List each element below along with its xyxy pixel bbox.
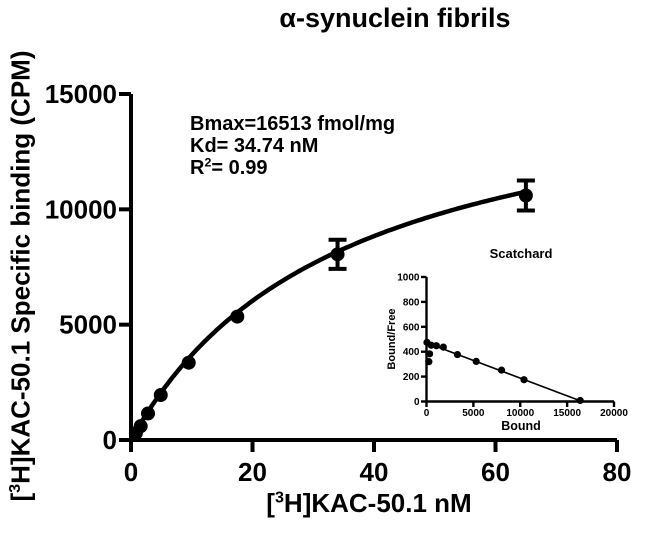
- inset-y-tick-label: 1000: [397, 273, 420, 284]
- inset-y-tick-label: 600: [403, 322, 420, 333]
- inset-data-point: [425, 358, 433, 366]
- data-point: [133, 419, 148, 434]
- r-squared-superscript: 2: [204, 155, 212, 170]
- data-point: [518, 188, 533, 203]
- x-tick-label: 80: [603, 457, 632, 487]
- inset-x-tick-label: 20000: [600, 408, 628, 419]
- inset-x-tick-label: 0: [424, 408, 430, 419]
- x-tick-label: 40: [360, 457, 389, 487]
- y-tick-label: 15000: [45, 79, 117, 109]
- inset-data-point: [520, 376, 528, 384]
- y-tick-label: 0: [103, 425, 117, 455]
- inset-x-tick-label: 5000: [462, 408, 485, 419]
- y-tick-label: 10000: [45, 194, 117, 224]
- figure-title-text: α-synuclein fibrils: [279, 3, 511, 33]
- y-tick-label: 5000: [59, 310, 117, 340]
- inset-y-tick-label: 400: [403, 347, 420, 358]
- inset-y-tick-label: 800: [403, 297, 420, 308]
- inset-data-point: [432, 342, 440, 350]
- inset-data-point: [453, 350, 462, 359]
- x-tick-label: 60: [481, 457, 510, 487]
- fit-curve: [133, 189, 529, 434]
- data-point: [181, 355, 196, 370]
- inset-y-tick-label: 0: [414, 397, 420, 408]
- inset-data-point: [576, 396, 584, 405]
- inset-data-point: [439, 343, 447, 351]
- inset-data-point: [472, 357, 480, 366]
- data-point: [230, 309, 245, 324]
- inset-x-tick-label: 15000: [553, 408, 581, 419]
- inset-data-point: [425, 350, 434, 358]
- bmax-value-line: Bmax=16513 fmol/mg: [190, 113, 396, 135]
- x-tick-label: 0: [124, 457, 138, 487]
- kd-value-line: Kd= 34.74 nM: [190, 135, 319, 157]
- inset-title: Scatchard: [489, 246, 553, 261]
- figure-title: α-synuclein fibrils: [152, 3, 638, 34]
- inset-y-tick-label: 200: [403, 372, 420, 383]
- inset-x-tick-label: 10000: [506, 408, 534, 419]
- x-tick-label: 20: [238, 457, 267, 487]
- data-point: [330, 247, 345, 262]
- data-point: [153, 388, 168, 403]
- fit-annotation: Bmax=16513 fmol/mg Kd= 34.74 nM R2= 0.99: [190, 113, 395, 179]
- inset-data-point: [497, 366, 506, 374]
- inset-x-axis-title: Bound: [501, 419, 541, 433]
- tritium-superscript: 3: [274, 488, 284, 507]
- x-axis-title: [3H]KAC-50.1 nM: [266, 488, 472, 518]
- r-squared-line: R2= 0.99: [190, 155, 268, 179]
- data-point: [141, 406, 156, 421]
